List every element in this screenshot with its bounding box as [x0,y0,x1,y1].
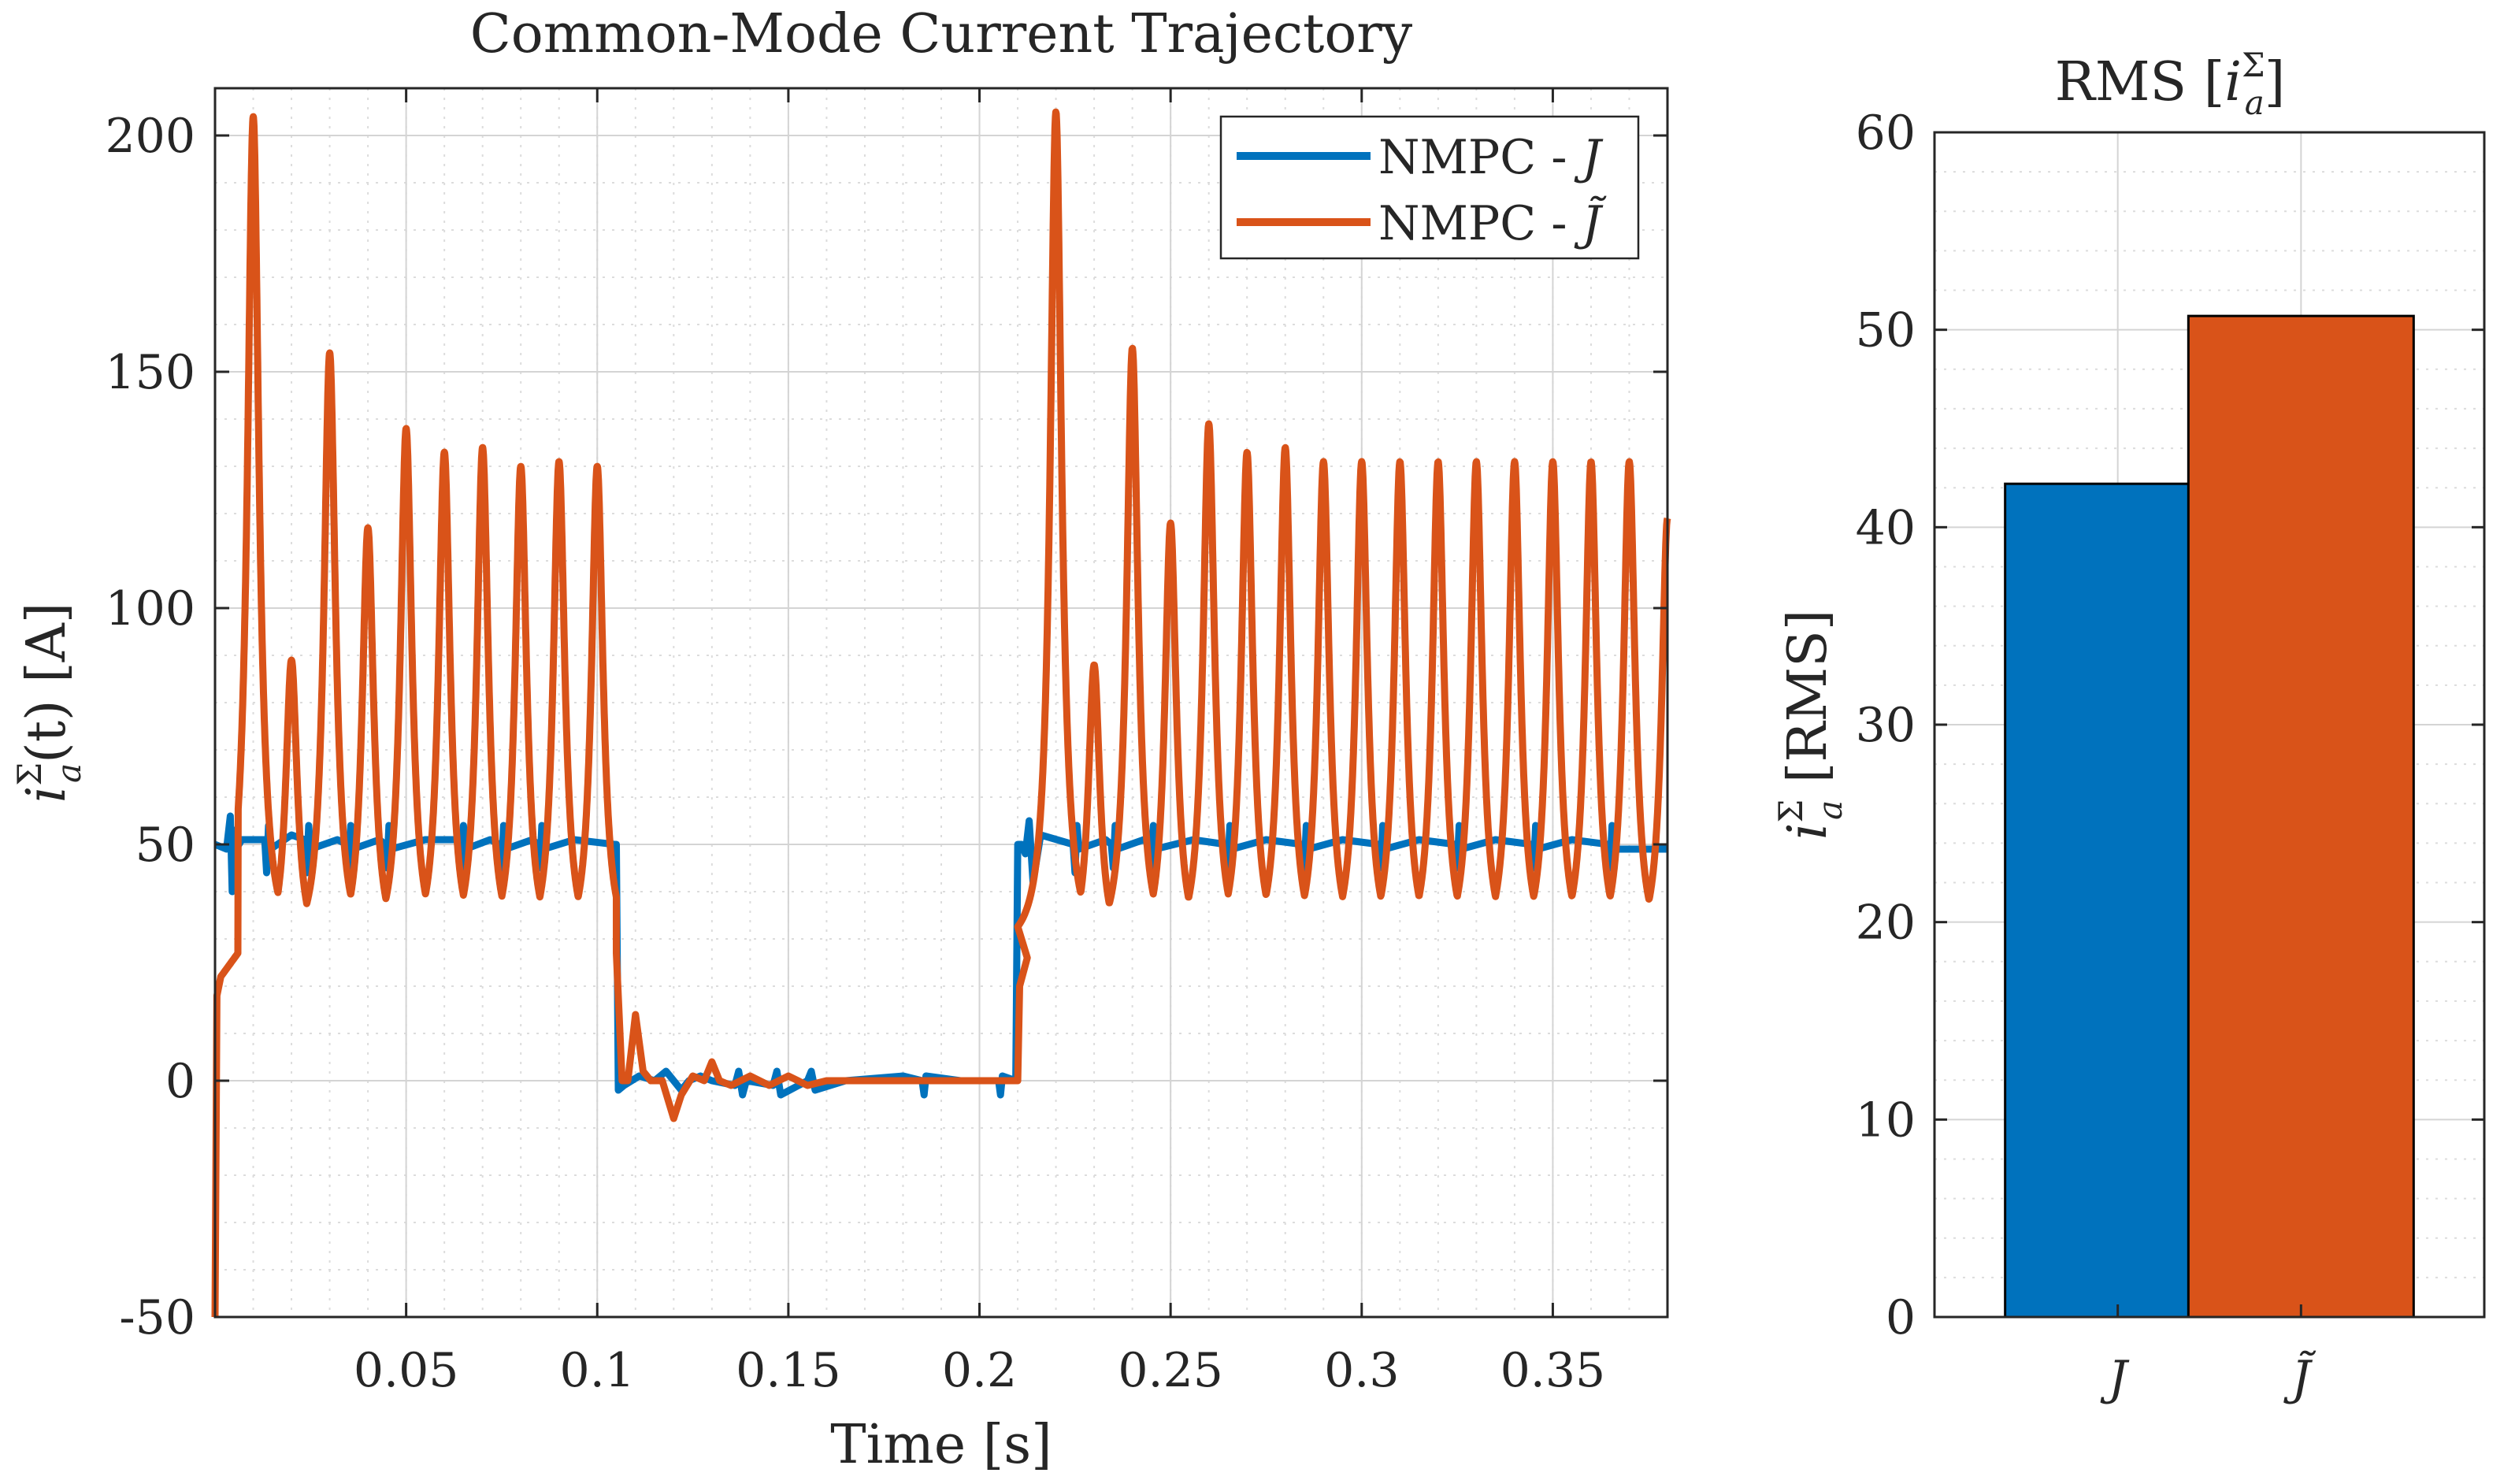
legend-label-J: NMPC - J [1378,130,1604,185]
y-tick-label: 200 [105,109,195,164]
y-tick-label: 30 [1856,698,1916,753]
line-chart-ticks: 0.05 0.1 0.15 0.2 0.25 0.3 0.35 -50 0 50 100 150 200 [105,88,1667,1398]
legend-box [1219,115,1640,260]
y-tick-label: 10 [1856,1093,1916,1148]
line-chart-axes-box [213,87,1669,1319]
y-tick-label: 40 [1856,500,1916,555]
line-chart-y-axis-label: iΣa(t) [A] [10,603,88,803]
y-tick-label: 0 [1886,1290,1916,1345]
line-chart-title: Common-Mode Current Trajectory [470,3,1413,65]
y-tick-label: 50 [135,818,195,873]
bar-chart: RMS [iΣ a] 0 10 20 30 40 50 60 J J̃ iΣa [RMS] [1771,46,2486,1406]
x-tick-label: 0.1 [560,1343,635,1398]
series-line-Jtilde [211,108,1671,1318]
y-tick-label: -50 [119,1290,195,1345]
x-tick-label: 0.15 [736,1343,841,1398]
x-tick-label: 0.3 [1324,1343,1399,1398]
line-chart: Common-Mode Current Trajectory 0.05 0.1 0.… [10,3,1671,1476]
legend-label-Jtilde: NMPC - J̃ [1378,195,1608,251]
y-tick-label: 150 [105,345,195,400]
y-tick-label: 20 [1856,896,1916,951]
y-tick-label: 50 [1856,303,1916,358]
line-chart-x-axis-label: Time [s] [830,1414,1052,1476]
y-tick-label: 60 [1856,106,1916,161]
line-chart-grid [215,88,1667,1318]
x-tick-label: 0.35 [1500,1343,1606,1398]
bar-chart-bars [2004,314,2415,1319]
line-chart-plot-area [211,108,1671,1318]
x-tick-label: 0.2 [942,1343,1017,1398]
x-tick-label: J [2100,1351,2130,1406]
x-tick-label: J̃ [2283,1350,2317,1406]
bar-Jtilde [2187,314,2415,1319]
bar-chart-title: RMS [iΣ a] [2055,46,2286,122]
x-tick-label: 0.05 [354,1343,459,1398]
x-tick-label: 0.25 [1118,1343,1223,1398]
y-tick-label: 0 [165,1054,195,1109]
y-tick-label: 100 [105,581,195,636]
bar-chart-y-axis-label: iΣa [RMS] [1771,610,1849,840]
legend: NMPC - J NMPC - J̃ [1219,115,1640,260]
